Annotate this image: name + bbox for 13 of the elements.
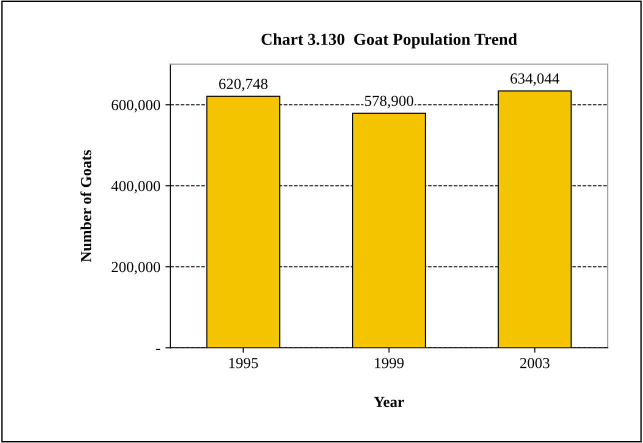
y-axis-title: Number of Goats (80, 150, 92, 262)
x-tick-label: 2003 (520, 358, 550, 368)
y-tick-label: 400,000 (111, 180, 160, 194)
x-tick-label: 1995 (229, 358, 258, 368)
y-tick-label: 600,000 (112, 100, 160, 112)
chart-title: Chart 3.130 Goat Population Trend (262, 33, 518, 48)
x-axis-title: Year (374, 396, 404, 408)
data-label: 620,748 (219, 78, 268, 92)
y-tick-label: - (156, 348, 160, 350)
data-label: 634,044 (510, 73, 560, 86)
data-label: 578,900 (365, 96, 414, 108)
x-tick-label: 1999 (375, 358, 404, 368)
y-tick-label: 200,000 (112, 262, 160, 274)
